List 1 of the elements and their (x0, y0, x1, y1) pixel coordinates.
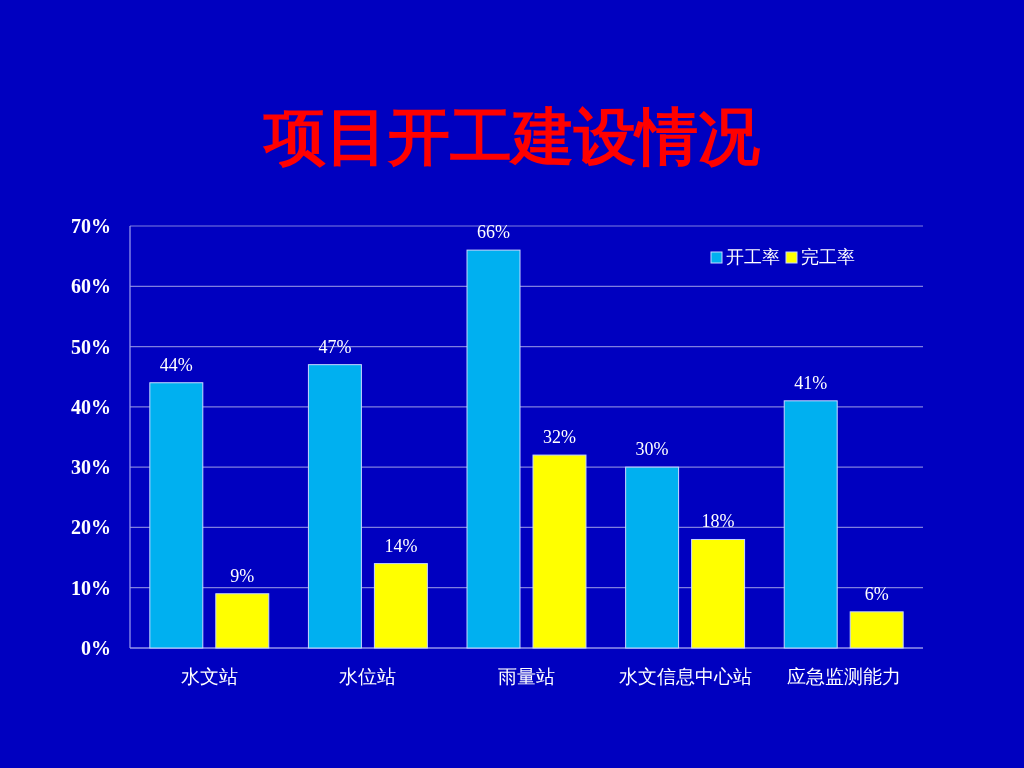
title: 项目开工建设情况 (264, 100, 760, 173)
